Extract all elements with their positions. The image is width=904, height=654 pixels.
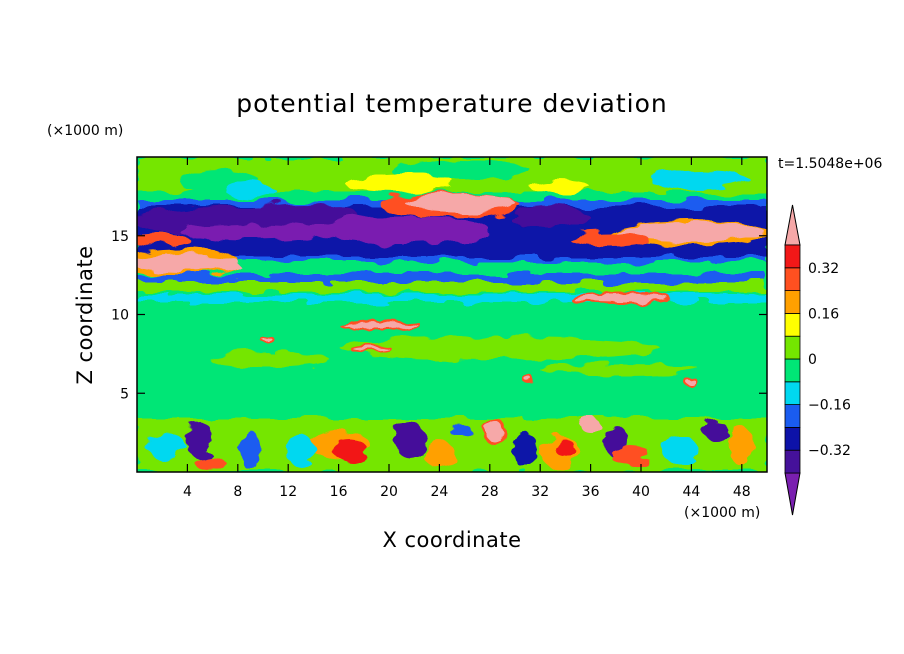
- x-tick-label: 44: [682, 484, 700, 500]
- colorbar-box: [784, 358, 801, 383]
- y-tick-label: 5: [120, 386, 129, 402]
- y-unit-label: (×1000 m): [47, 123, 123, 139]
- colorbar-box: [784, 449, 801, 474]
- x-tick-label: 20: [380, 484, 398, 500]
- x-tick-label: 8: [233, 484, 242, 500]
- x-tick-label: 32: [531, 484, 549, 500]
- colorbar: −0.32 −0.16 0 0.16 0.32: [784, 204, 851, 516]
- colorbar-tick-label: −0.16: [808, 398, 851, 414]
- x-tick-label: 28: [481, 484, 499, 500]
- x-unit-label: (×1000 m): [684, 505, 760, 521]
- plot-area: [137, 157, 767, 472]
- colorbar-box: [784, 335, 801, 360]
- colorbar-lower-extension: [784, 472, 801, 516]
- x-tick-label: 12: [279, 484, 297, 500]
- y-tick-label: 15: [111, 229, 129, 245]
- colorbar-box: [784, 426, 801, 451]
- colorbar-tick-label: 0.16: [808, 306, 839, 322]
- x-tick-label: 24: [430, 484, 448, 500]
- x-tick-label: 4: [183, 484, 192, 500]
- y-tick-label: 10: [111, 308, 129, 324]
- colorbar-box: [784, 404, 801, 428]
- colorbar-box: [784, 267, 801, 291]
- time-label: t=1.5048e+06: [778, 156, 882, 172]
- x-tick-label: 16: [330, 484, 348, 500]
- colorbar-box: [784, 244, 801, 269]
- colorbar-box: [784, 312, 801, 337]
- x-tick-label: 40: [632, 484, 650, 500]
- colorbar-tick-label: 0.32: [808, 261, 839, 277]
- x-axis-title: X coordinate: [382, 528, 521, 552]
- colorbar-tick-label: 0: [808, 352, 817, 368]
- colorbar-upper-extension: [784, 204, 801, 246]
- x-tick-label: 48: [733, 484, 751, 500]
- x-axis: 4 8 12 16 20 24 28 32 36 40 44 48: [183, 157, 751, 500]
- y-axis: 5 10 15: [111, 229, 767, 402]
- chart-title: potential temperature deviation: [236, 89, 667, 118]
- x-tick-label: 36: [582, 484, 600, 500]
- y-axis-title: Z coordinate: [73, 245, 97, 384]
- colorbar-box: [784, 290, 801, 314]
- colorbar-box: [784, 381, 801, 405]
- colorbar-tick-label: −0.32: [808, 443, 851, 459]
